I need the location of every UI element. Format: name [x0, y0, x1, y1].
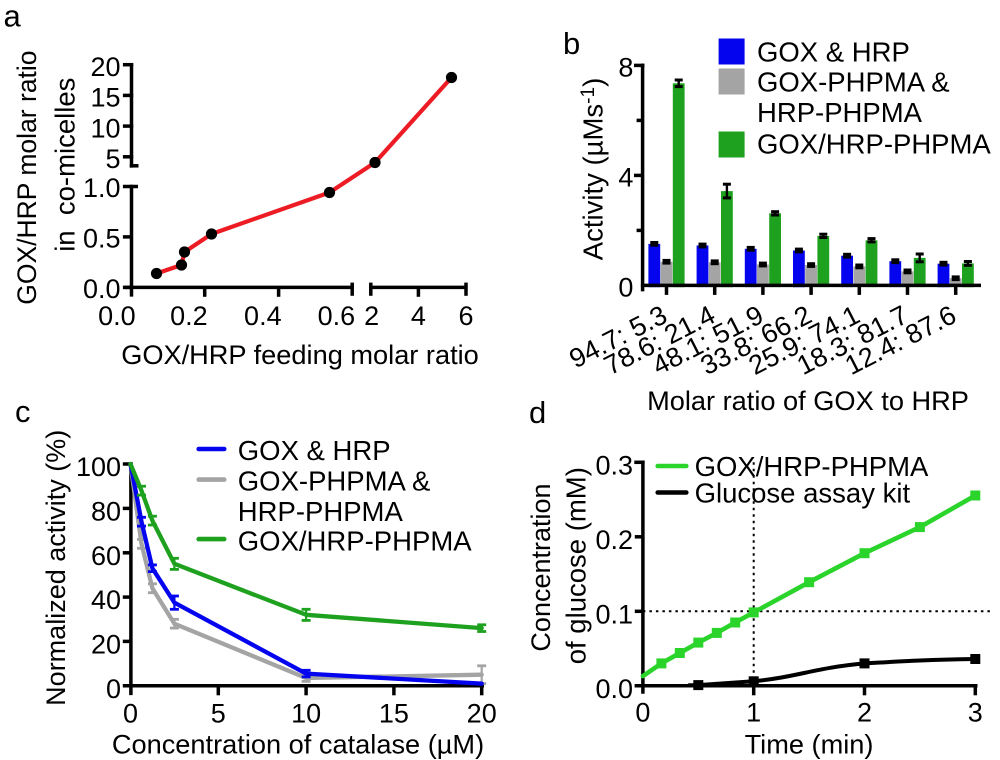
svg-text:20: 20: [467, 698, 497, 728]
svg-text:3: 3: [968, 698, 983, 728]
svg-text:GOX-PHPMA &: GOX-PHPMA &: [238, 466, 431, 497]
svg-text:4: 4: [618, 162, 633, 192]
svg-text:GOX/HRP-PHPMA: GOX/HRP-PHPMA: [695, 451, 929, 482]
svg-text:in co-micelles: in co-micelles: [50, 78, 81, 252]
svg-text:0.2: 0.2: [170, 301, 208, 331]
svg-text:0.0: 0.0: [595, 674, 633, 704]
svg-text:1.0: 1.0: [83, 173, 121, 203]
svg-text:2: 2: [364, 301, 379, 331]
svg-text:b: b: [563, 26, 580, 61]
svg-text:10: 10: [90, 113, 120, 143]
svg-text:Concentration: Concentration: [526, 483, 556, 651]
svg-text:GOX & HRP: GOX & HRP: [757, 37, 910, 68]
svg-text:4: 4: [411, 301, 426, 331]
svg-text:GOX-PHPMA &: GOX-PHPMA &: [757, 67, 950, 98]
svg-text:5: 5: [105, 144, 120, 174]
svg-text:0.4: 0.4: [244, 301, 282, 331]
svg-text:2: 2: [857, 698, 872, 728]
svg-text:20: 20: [90, 52, 120, 82]
svg-text:GOX/HRP feeding molar ratio: GOX/HRP feeding molar ratio: [121, 339, 479, 370]
svg-text:20: 20: [91, 629, 121, 659]
svg-text:a: a: [4, 0, 22, 34]
svg-text:0.1: 0.1: [595, 600, 633, 630]
svg-text:GOX/HRP-PHPMA: GOX/HRP-PHPMA: [757, 129, 991, 160]
svg-text:0.3: 0.3: [595, 451, 633, 481]
svg-text:Molar ratio of GOX to HRP: Molar ratio of GOX to HRP: [647, 385, 969, 416]
svg-text:60: 60: [91, 541, 121, 571]
svg-text:GOX/HRP-PHPMA: GOX/HRP-PHPMA: [238, 526, 472, 557]
svg-text:GOX/HRP molar ratio: GOX/HRP molar ratio: [12, 50, 42, 304]
svg-text:15: 15: [379, 698, 409, 728]
svg-text:0: 0: [123, 698, 138, 728]
svg-text:10: 10: [291, 698, 321, 728]
svg-text:100: 100: [76, 452, 121, 482]
svg-text:0.0: 0.0: [83, 274, 121, 304]
svg-text:0.5: 0.5: [83, 223, 121, 253]
svg-text:HRP-PHPMA: HRP-PHPMA: [238, 496, 404, 527]
svg-text:0: 0: [106, 674, 121, 704]
svg-text:of glucose (mM): of glucose (mM): [560, 467, 591, 664]
svg-text:0.0: 0.0: [98, 301, 136, 331]
svg-text:0: 0: [635, 698, 650, 728]
svg-text:HRP-PHPMA: HRP-PHPMA: [757, 97, 923, 128]
svg-text:c: c: [15, 394, 31, 429]
svg-text:Concentration of catalase (µM): Concentration of catalase (µM): [112, 729, 484, 760]
svg-text:0: 0: [618, 272, 633, 302]
svg-text:6: 6: [458, 301, 473, 331]
svg-text:80: 80: [91, 496, 121, 526]
svg-text:40: 40: [91, 585, 121, 615]
svg-text:5: 5: [211, 698, 226, 728]
svg-text:Normalized activity (%): Normalized activity (%): [41, 430, 71, 706]
svg-text:d: d: [529, 395, 546, 430]
svg-text:0.2: 0.2: [595, 525, 633, 555]
svg-text:Glucose assay kit: Glucose assay kit: [695, 478, 911, 509]
svg-text:1: 1: [746, 698, 761, 728]
svg-text:Time (min): Time (min): [745, 729, 874, 760]
svg-text:8: 8: [618, 52, 633, 82]
svg-text:0.6: 0.6: [318, 301, 356, 331]
svg-text:GOX & HRP: GOX & HRP: [238, 435, 391, 466]
svg-text:Activity (µMs-1): Activity (µMs-1): [578, 78, 609, 260]
svg-text:15: 15: [90, 83, 120, 113]
